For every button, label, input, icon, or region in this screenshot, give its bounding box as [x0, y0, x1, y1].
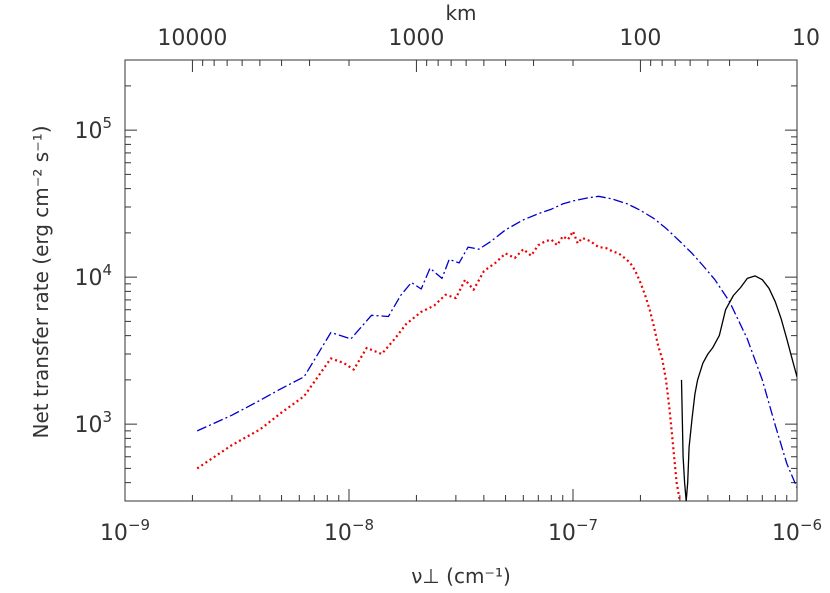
tick-marks — [124, 59, 798, 502]
y-tick-label: 103 — [74, 408, 112, 438]
x-tick-label: 10−8 — [324, 516, 374, 546]
top-axis-label: km — [445, 1, 476, 25]
top-tick-label: 10000 — [157, 26, 227, 51]
y-tick-label: 104 — [74, 261, 112, 291]
y-axis-label: Net transfer rate (erg cm⁻² s⁻¹) — [29, 125, 53, 438]
x-tick-label: 10−9 — [100, 516, 150, 546]
tick-labels: 10−9 10−8 10−7 10−6 103 104 105 10000 1000 100 10 — [74, 26, 822, 546]
top-tick-label: 10 — [792, 26, 820, 51]
x-tick-label: 10−6 — [772, 516, 822, 546]
top-tick-label: 1000 — [388, 26, 444, 51]
series-line-1 — [196, 195, 797, 488]
x-tick-label: 10−7 — [548, 516, 598, 546]
y-tick-label: 105 — [74, 114, 112, 144]
series-line-2 — [196, 230, 681, 501]
series-line-3 — [680, 275, 797, 501]
series-layer — [196, 195, 797, 501]
plot-frame — [124, 59, 798, 502]
x-axis-label: ν⊥ (cm⁻¹) — [411, 564, 511, 588]
top-tick-label: 100 — [619, 26, 661, 51]
